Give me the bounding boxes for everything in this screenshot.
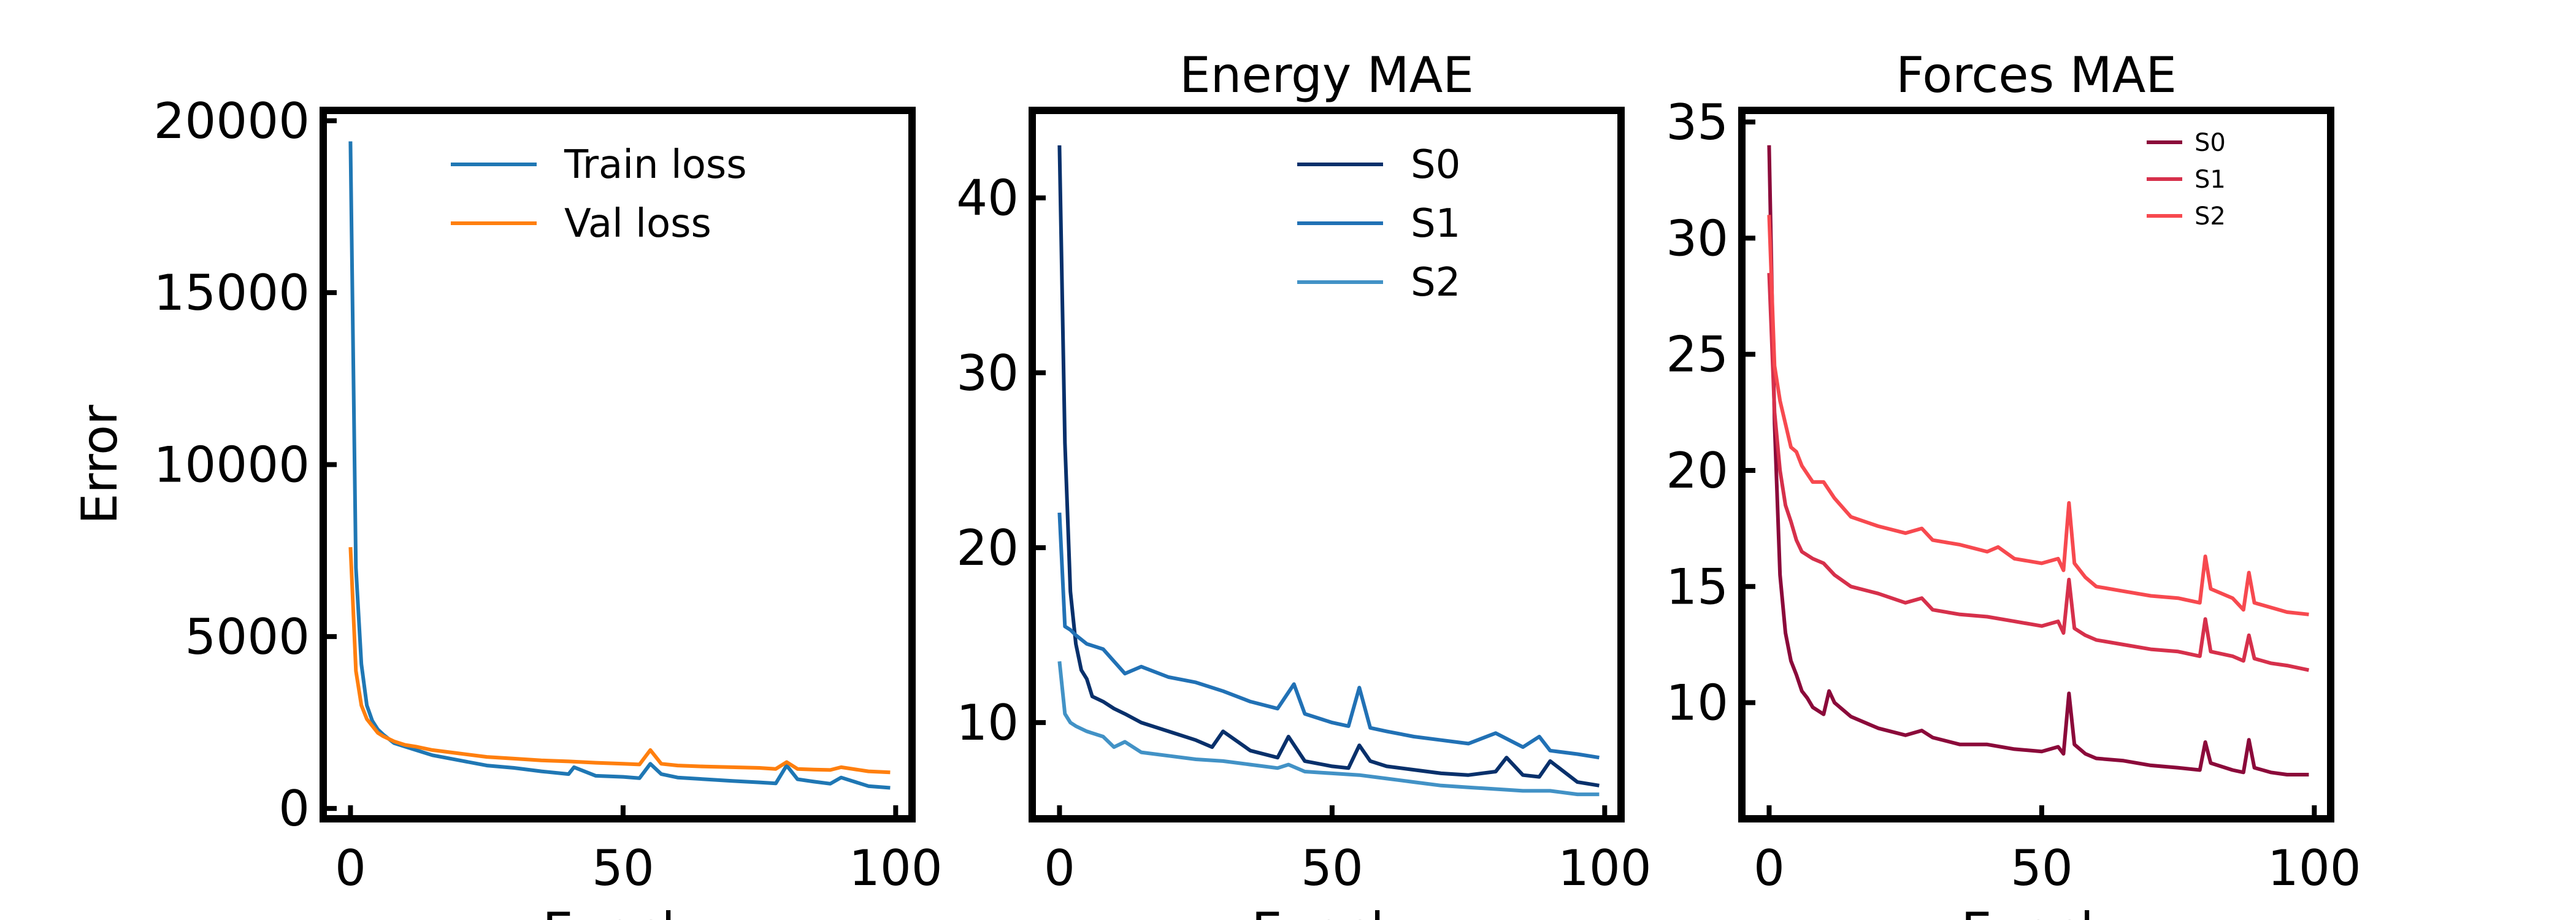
series-line-s2 [1767, 215, 2309, 616]
series-line-s2 [1057, 661, 1600, 797]
x-tick-label: 50 [1301, 840, 1363, 897]
x-tick-label: 100 [849, 840, 943, 897]
series-line-val-loss [348, 546, 891, 775]
chart-title: Energy MAE [1179, 47, 1474, 104]
x-tick-label: 100 [1558, 840, 1652, 897]
y-tick-label: 0 [278, 780, 310, 837]
plot-frame [1029, 107, 1625, 822]
series-line-s0 [1767, 145, 2309, 776]
y-tick-label: 5000 [185, 608, 310, 665]
x-tick-label: 0 [1754, 840, 1785, 897]
x-tick-label: 0 [335, 840, 366, 897]
series-line-train-loss [348, 141, 891, 790]
y-tick-label: 15000 [154, 264, 310, 321]
x-axis-label: Epoch [1252, 902, 1402, 920]
x-tick-label: 50 [592, 840, 654, 897]
x-tick-label: 100 [2267, 840, 2361, 897]
legend-label: S0 [2195, 129, 2226, 157]
plot-frame [1738, 107, 2334, 822]
series-line-s1 [1767, 272, 2310, 672]
legend-label: S1 [2195, 166, 2226, 194]
y-tick-label: 40 [956, 170, 1019, 227]
y-tick-label: 20 [1666, 442, 1728, 499]
y-tick-label: 10 [956, 694, 1019, 751]
legend-label: S2 [1411, 260, 1460, 305]
chart-title: Forces MAE [1896, 47, 2177, 104]
legend: S0 S1 S2 [2147, 129, 2226, 231]
y-tick-label: 10 [1666, 675, 1728, 732]
series-line-s0 [1057, 145, 1600, 788]
x-axis-label: Epoch [1961, 902, 2112, 920]
y-tick-label: 20 [956, 519, 1019, 577]
legend-label: S0 [1411, 142, 1460, 188]
chart-panel-1: 0 50 100 10 20 30 40 Energy MAE Epoch S0 S1 S2 [956, 47, 1651, 920]
legend-label: Train loss [564, 142, 747, 188]
x-tick-label: 0 [1044, 840, 1075, 897]
legend-label: S2 [2195, 202, 2226, 231]
x-axis-label: Epoch [543, 902, 693, 920]
legend-label: S1 [1411, 201, 1460, 247]
y-tick-label: 30 [956, 345, 1019, 402]
legend: S0 S1 S2 [1297, 142, 1460, 305]
y-tick-label: 15 [1666, 558, 1728, 615]
y-tick-label: 35 [1666, 94, 1728, 151]
y-tick-label: 10000 [154, 437, 310, 494]
y-tick-label: 20000 [154, 93, 310, 150]
y-tick-label: 30 [1666, 210, 1728, 267]
series-line-s1 [1057, 512, 1600, 760]
legend: Train loss Val loss [451, 142, 747, 247]
y-axis-label: Error [71, 405, 128, 524]
chart-panel-0: 0 50 100 0 5000 10000 15000 20000 Epoch Error Trai… [71, 93, 943, 920]
y-tick-label: 25 [1666, 326, 1728, 383]
x-tick-label: 50 [2011, 840, 2073, 897]
chart-panel-2: 0 50 100 10 15 20 25 30 35 Forces MAE Epoch S0 S1 S2 [1666, 47, 2361, 920]
legend-label: Val loss [564, 201, 711, 247]
